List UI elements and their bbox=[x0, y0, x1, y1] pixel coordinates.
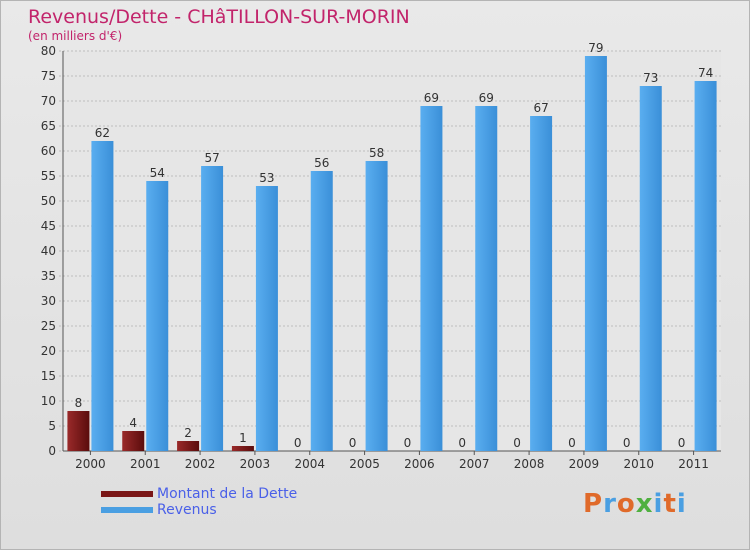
legend-swatch-dette bbox=[101, 491, 153, 497]
data-label-revenus: 53 bbox=[259, 171, 274, 185]
x-tick-label: 2001 bbox=[130, 457, 161, 471]
legend-label-dette: Montant de la Dette bbox=[157, 486, 298, 502]
y-tick-label: 30 bbox=[41, 294, 56, 308]
proxiti-logo: Proxiti bbox=[583, 489, 687, 519]
data-label-dette: 0 bbox=[349, 436, 357, 450]
bar-revenus bbox=[255, 186, 278, 451]
x-tick-label: 2002 bbox=[185, 457, 216, 471]
data-label-revenus: 73 bbox=[643, 71, 658, 85]
logo-letter: P bbox=[583, 489, 604, 519]
bar-revenus bbox=[584, 56, 607, 451]
x-tick-label: 2006 bbox=[404, 457, 435, 471]
chart-subtitle: (en milliers d'€) bbox=[28, 29, 123, 43]
data-label-dette: 2 bbox=[184, 426, 192, 440]
x-tick-label: 2009 bbox=[569, 457, 600, 471]
y-tick-label: 80 bbox=[41, 44, 56, 58]
bar-revenus bbox=[146, 181, 169, 451]
data-label-dette: 4 bbox=[129, 416, 137, 430]
data-label-dette: 0 bbox=[458, 436, 466, 450]
bar-revenus bbox=[530, 116, 553, 451]
bar-revenus bbox=[694, 81, 717, 451]
y-tick-label: 75 bbox=[41, 69, 56, 83]
x-tick-label: 2005 bbox=[349, 457, 380, 471]
data-label-revenus: 79 bbox=[588, 41, 603, 55]
data-label-dette: 1 bbox=[239, 431, 247, 445]
chart-title: Revenus/Dette - CHâTILLON-SUR-MORIN bbox=[28, 6, 410, 28]
y-tick-label: 25 bbox=[41, 319, 56, 333]
y-tick-label: 55 bbox=[41, 169, 56, 183]
data-label-revenus: 62 bbox=[95, 126, 110, 140]
logo-letter: i bbox=[676, 489, 687, 519]
data-label-dette: 8 bbox=[75, 396, 83, 410]
y-tick-label: 40 bbox=[41, 244, 56, 258]
bar-revenus bbox=[420, 106, 443, 451]
bar-dette bbox=[122, 431, 145, 451]
y-tick-label: 65 bbox=[41, 119, 56, 133]
y-tick-label: 50 bbox=[41, 194, 56, 208]
data-label-dette: 0 bbox=[623, 436, 631, 450]
data-label-dette: 0 bbox=[678, 436, 686, 450]
bar-revenus bbox=[639, 86, 662, 451]
data-label-revenus: 56 bbox=[314, 156, 329, 170]
data-label-dette: 0 bbox=[404, 436, 412, 450]
data-label-dette: 0 bbox=[568, 436, 576, 450]
y-tick-label: 15 bbox=[41, 369, 56, 383]
data-label-revenus: 74 bbox=[698, 66, 713, 80]
legend-swatch-revenus bbox=[101, 507, 153, 513]
bar-revenus bbox=[365, 161, 388, 451]
x-tick-label: 2010 bbox=[623, 457, 654, 471]
y-tick-label: 45 bbox=[41, 219, 56, 233]
x-tick-label: 2003 bbox=[240, 457, 271, 471]
data-label-revenus: 57 bbox=[204, 151, 219, 165]
y-tick-label: 35 bbox=[41, 269, 56, 283]
logo-letter: x bbox=[635, 489, 654, 519]
legend-label-revenus: Revenus bbox=[157, 502, 217, 518]
data-label-revenus: 69 bbox=[424, 91, 439, 105]
data-label-dette: 0 bbox=[294, 436, 302, 450]
bar-dette bbox=[177, 441, 200, 451]
y-tick-label: 5 bbox=[48, 419, 56, 433]
data-label-revenus: 54 bbox=[150, 166, 165, 180]
data-label-revenus: 58 bbox=[369, 146, 384, 160]
y-tick-label: 60 bbox=[41, 144, 56, 158]
bar-revenus bbox=[201, 166, 224, 451]
bar-revenus bbox=[475, 106, 498, 451]
y-tick-label: 10 bbox=[41, 394, 56, 408]
x-tick-label: 2008 bbox=[514, 457, 545, 471]
logo-letter: r bbox=[603, 489, 617, 519]
data-label-dette: 0 bbox=[513, 436, 521, 450]
y-tick-label: 70 bbox=[41, 94, 56, 108]
bar-revenus bbox=[91, 141, 114, 451]
logo-letter: o bbox=[616, 489, 636, 519]
bar-dette bbox=[231, 446, 254, 451]
bar-revenus bbox=[310, 171, 333, 451]
y-tick-label: 0 bbox=[48, 444, 56, 458]
data-label-revenus: 67 bbox=[533, 101, 548, 115]
x-tick-label: 2004 bbox=[294, 457, 325, 471]
bar-dette bbox=[67, 411, 90, 451]
x-tick-label: 2000 bbox=[75, 457, 106, 471]
data-label-revenus: 69 bbox=[479, 91, 494, 105]
logo-letter: t bbox=[663, 489, 677, 519]
y-tick-label: 20 bbox=[41, 344, 56, 358]
logo-letter: i bbox=[653, 489, 664, 519]
x-tick-label: 2007 bbox=[459, 457, 490, 471]
x-tick-label: 2011 bbox=[678, 457, 709, 471]
